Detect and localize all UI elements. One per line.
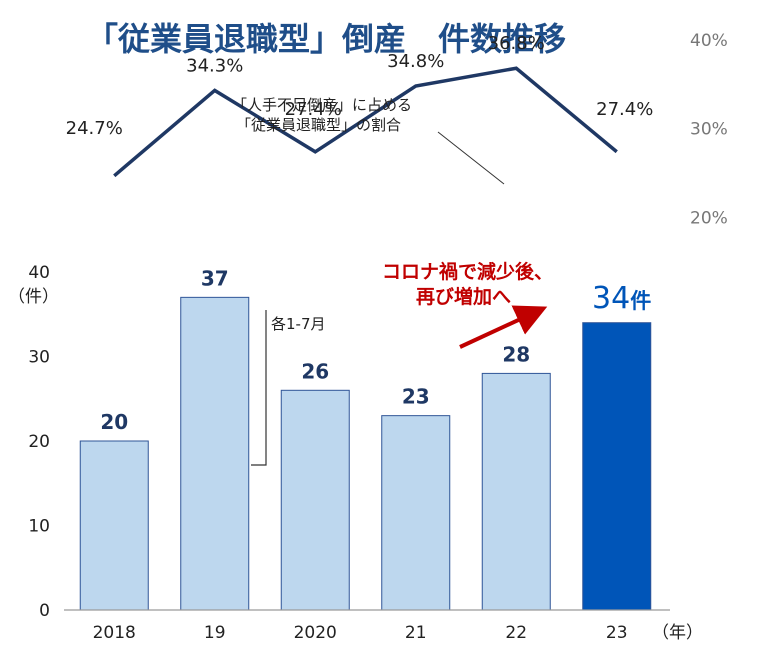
percentage-label: 34.8% bbox=[387, 51, 444, 72]
y2-tick-label: 20% bbox=[690, 209, 728, 229]
line-note-line-1: 「人手不足倒産」に占める bbox=[232, 96, 412, 114]
bracket-note-text: 各1-7月 bbox=[271, 315, 326, 333]
y2-tick-label: 40% bbox=[690, 31, 728, 51]
bracket-note-bracket bbox=[251, 310, 267, 466]
highlight-label: 34件 bbox=[592, 281, 651, 316]
percentage-label: 36.8% bbox=[488, 33, 545, 54]
bar-value-label: 28 bbox=[502, 342, 530, 366]
y-tick-label: 40 bbox=[28, 263, 50, 283]
x-tick-label: 23 bbox=[606, 623, 628, 643]
y-tick-label: 30 bbox=[28, 348, 50, 368]
highlight-value: 34 bbox=[592, 281, 630, 316]
percentage-label: 34.3% bbox=[186, 55, 243, 76]
y-tick-label: 20 bbox=[28, 432, 50, 452]
trend-note-line-2: 再び増加へ bbox=[416, 285, 511, 308]
percentage-label: 27.4% bbox=[596, 99, 653, 120]
bar-value-labels: 20 37 26 23 28 bbox=[100, 266, 530, 434]
percentage-label: 27.4% bbox=[285, 99, 342, 120]
line-note: 「人手不足倒産」に占める 「従業員退職型」の割合 bbox=[232, 96, 505, 185]
x-axis: 2018 19 2020 21 22 23 bbox=[93, 623, 628, 643]
bar-21 bbox=[381, 415, 451, 611]
bar-23 bbox=[582, 322, 652, 611]
y-axis-unit: （件） bbox=[8, 287, 59, 307]
percentage-labels: 24.7% 34.3% 27.4% 34.8% 36.8% 27.4% bbox=[66, 33, 654, 139]
y-axis: 0 10 20 30 40 bbox=[28, 263, 50, 621]
x-tick-label: 22 bbox=[505, 623, 527, 643]
bar-2020 bbox=[280, 389, 350, 611]
trend-arrow bbox=[459, 305, 548, 349]
bar-value-label: 37 bbox=[201, 266, 229, 290]
bar-19 bbox=[180, 296, 250, 611]
y-tick-label: 0 bbox=[39, 601, 50, 621]
bar-22 bbox=[481, 372, 551, 611]
percentage-label: 24.7% bbox=[66, 118, 123, 139]
x-tick-label: 2018 bbox=[93, 623, 136, 643]
x-axis-unit: （年） bbox=[652, 623, 703, 643]
bar-2018 bbox=[79, 440, 149, 611]
y2-tick-label: 30% bbox=[690, 120, 728, 140]
x-tick-label: 2020 bbox=[294, 623, 337, 643]
y-tick-label: 10 bbox=[28, 517, 50, 537]
line-note-leader bbox=[437, 131, 505, 185]
chart-title: 「従業員退職型」倒産 件数推移 bbox=[86, 20, 566, 58]
bars bbox=[79, 296, 652, 611]
percentage-line bbox=[113, 66, 618, 178]
line-note-line-2: 「従業員退職型」の割合 bbox=[236, 116, 401, 134]
trend-note-line-1: コロナ禍で減少後、 bbox=[382, 260, 553, 283]
bar-value-label: 26 bbox=[301, 359, 329, 383]
x-tick-label: 19 bbox=[204, 623, 226, 643]
bracket-note: 各1-7月 bbox=[251, 310, 326, 466]
secondary-y-axis: 20% 30% 40% bbox=[690, 31, 728, 229]
x-tick-label: 21 bbox=[405, 623, 427, 643]
trend-note: コロナ禍で減少後、 再び増加へ bbox=[382, 260, 553, 349]
bar-value-label: 23 bbox=[402, 385, 430, 409]
bar-value-label: 20 bbox=[100, 410, 128, 434]
highlight-unit: 件 bbox=[630, 289, 651, 313]
